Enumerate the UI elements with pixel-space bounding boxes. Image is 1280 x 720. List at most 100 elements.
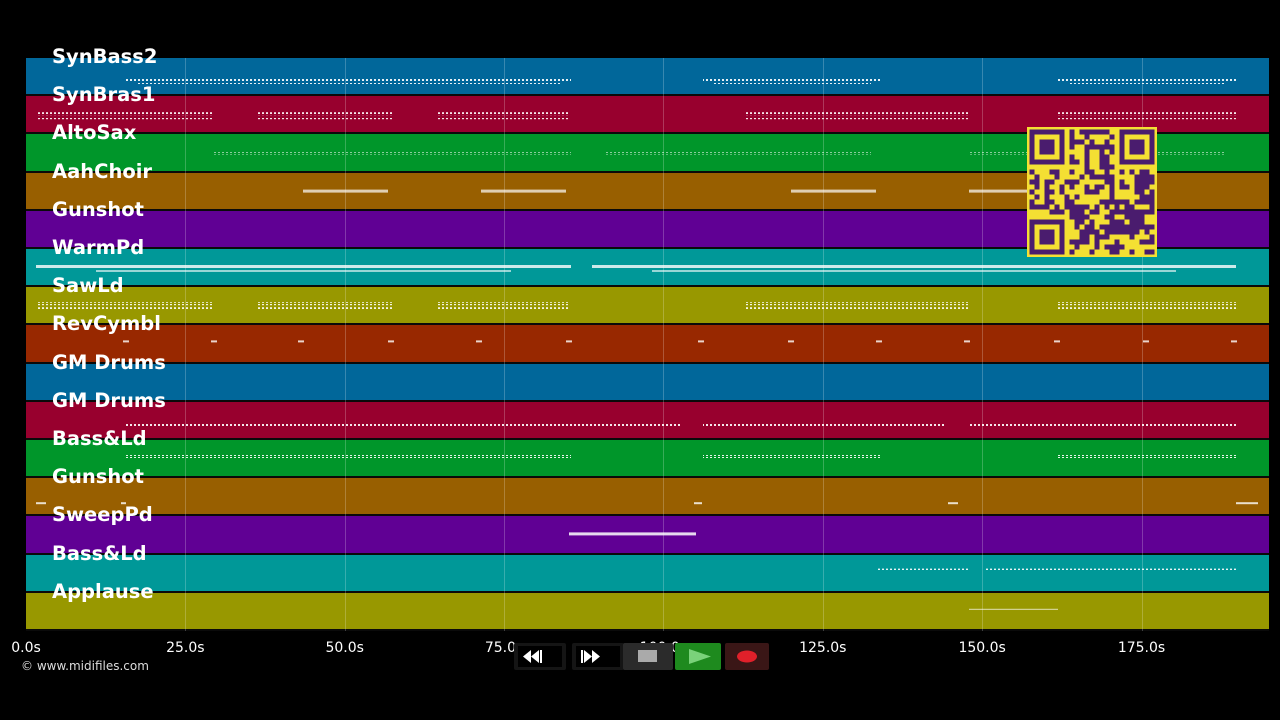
note-mark — [703, 79, 881, 82]
note-mark — [969, 608, 1058, 610]
track-label: SynBras1 — [52, 83, 156, 107]
copyright-text: © www.midifiles.com — [21, 659, 149, 673]
note-mark — [388, 340, 394, 343]
note-mark — [214, 152, 571, 155]
note-mark — [964, 340, 970, 343]
fast-forward-button[interactable] — [572, 643, 624, 670]
record-icon — [737, 650, 757, 663]
note-mark — [969, 189, 1046, 193]
track-label: Gunshot — [52, 197, 144, 221]
note-mark — [258, 302, 392, 306]
note-mark — [746, 112, 969, 116]
note-mark — [436, 302, 570, 306]
note-mark — [566, 340, 572, 343]
note-mark — [303, 189, 388, 193]
track-label: SweepPd — [52, 503, 153, 527]
note-mark — [1236, 502, 1258, 505]
time-tick-label: 125.0s — [799, 640, 847, 656]
note-mark — [969, 423, 1236, 427]
grid-line — [344, 58, 346, 631]
track-label: GM Drums — [52, 350, 166, 374]
note-mark — [136, 83, 561, 85]
track-label: Bass&Ld — [52, 427, 147, 450]
note-mark — [746, 307, 969, 310]
track-lane[interactable] — [26, 401, 1269, 440]
track-lane[interactable] — [26, 363, 1269, 402]
note-mark — [746, 117, 969, 120]
note-mark — [121, 502, 126, 505]
note-mark — [476, 340, 482, 343]
track-label: Gunshot — [52, 465, 144, 489]
note-mark — [126, 455, 571, 458]
stop-icon — [638, 650, 657, 662]
track-lane[interactable] — [26, 592, 1269, 631]
note-mark — [36, 117, 214, 120]
note-mark — [878, 568, 968, 571]
note-mark — [986, 568, 1236, 571]
track-lane[interactable] — [26, 554, 1269, 593]
track-label: Applause — [52, 579, 154, 603]
note-mark — [36, 112, 214, 116]
stop-button[interactable] — [623, 643, 673, 670]
track-label: Bass&Ld — [52, 541, 147, 565]
track-lane[interactable] — [26, 516, 1269, 555]
note-mark — [1143, 340, 1149, 343]
note-mark — [211, 340, 217, 343]
note-mark — [703, 423, 946, 427]
note-mark — [713, 83, 871, 85]
note-mark — [1058, 302, 1236, 306]
track-lane[interactable] — [26, 325, 1269, 364]
track-label: WarmPd — [52, 236, 145, 259]
note-mark — [36, 307, 214, 310]
note-mark — [298, 340, 304, 343]
play-icon — [689, 649, 711, 664]
transport-controls — [510, 643, 770, 670]
note-mark — [698, 340, 704, 343]
grid-line — [1141, 58, 1143, 631]
time-tick-label: 0.0s — [11, 640, 41, 656]
rewind-icon — [518, 646, 562, 667]
note-mark — [746, 302, 969, 306]
track-label: AahChoir — [52, 159, 153, 183]
track-lane[interactable] — [26, 58, 1269, 97]
note-mark — [569, 532, 696, 536]
note-mark — [791, 189, 876, 193]
note-mark — [788, 340, 794, 343]
note-mark — [481, 189, 566, 193]
note-mark — [1058, 455, 1236, 458]
rewind-button[interactable] — [514, 643, 566, 670]
note-mark — [126, 423, 681, 427]
note-mark — [606, 152, 871, 155]
record-button[interactable] — [725, 643, 769, 670]
note-mark — [436, 112, 570, 116]
note-mark — [1058, 112, 1236, 116]
note-mark — [1058, 307, 1236, 310]
note-mark — [126, 79, 571, 82]
note-mark — [436, 117, 570, 120]
note-mark — [36, 502, 46, 505]
time-tick-label: 175.0s — [1117, 640, 1166, 656]
note-mark — [1231, 340, 1237, 343]
track-lane[interactable] — [26, 478, 1269, 517]
note-mark — [36, 302, 214, 306]
note-mark — [123, 340, 129, 343]
note-mark — [948, 502, 958, 505]
track-label: SawLd — [52, 274, 124, 298]
note-mark — [1054, 340, 1060, 343]
note-mark — [258, 307, 392, 310]
note-mark — [652, 270, 1176, 272]
time-tick-label: 75.0s — [484, 640, 524, 656]
grid-line — [822, 58, 824, 631]
time-tick-label: 25.0s — [166, 640, 205, 656]
play-button[interactable] — [675, 643, 721, 670]
note-mark — [694, 502, 702, 505]
note-mark — [436, 307, 570, 310]
note-layer — [36, 79, 1258, 610]
track-lane[interactable] — [26, 440, 1269, 479]
note-mark — [36, 265, 571, 268]
note-mark — [876, 340, 882, 343]
track-lane[interactable] — [26, 287, 1269, 326]
note-mark — [1058, 117, 1236, 120]
note-mark — [258, 112, 392, 116]
note-mark — [96, 270, 511, 272]
